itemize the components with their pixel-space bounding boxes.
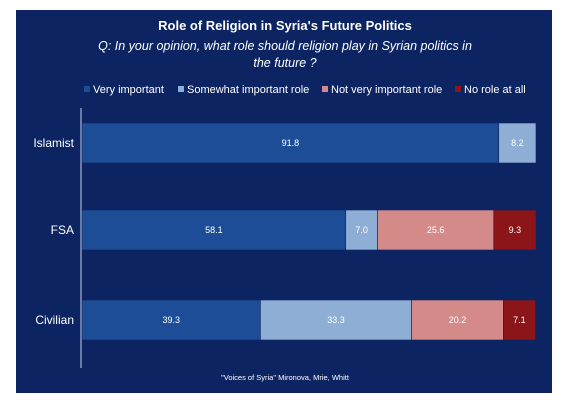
chart-subtitle-line-1: Q: In your opinion, what role should rel… (98, 39, 472, 53)
chart-subtitle-line-2: the future ? (253, 56, 316, 70)
legend-label-not-very-important-role: Not very important role (331, 84, 442, 96)
data-label-fsa-no-role-at-all: 9.3 (509, 225, 522, 235)
data-label-civilian-somewhat-important-role: 33.3 (327, 315, 345, 325)
legend-swatch-very-important (84, 86, 90, 92)
chart-title: Role of Religion in Syria's Future Polit… (158, 18, 412, 33)
legend-label-no-role-at-all: No role at all (464, 84, 526, 96)
legend: Very important Somewhat important role Not… (84, 84, 526, 96)
bar-islamist-somewhat-important-role (498, 122, 537, 164)
category-label-civilian: Civilian (35, 313, 74, 327)
bar-fsa-somewhat-important-role (345, 209, 378, 251)
category-label-fsa: FSA (51, 223, 74, 237)
data-label-fsa-very-important: 58.1 (205, 225, 223, 235)
bar-civilian-not-very-important-role (411, 299, 504, 341)
data-label-civilian-very-important: 39.3 (162, 315, 180, 325)
bar-fsa-not-very-important-role (377, 209, 495, 251)
category-label-islamist: Islamist (33, 136, 74, 150)
legend-swatch-not-very-important-role (322, 86, 328, 92)
data-label-civilian-not-very-important-role: 20.2 (449, 315, 467, 325)
data-label-islamist-very-important: 91.8 (282, 138, 300, 148)
data-label-fsa-somewhat-important-role: 7.0 (355, 225, 368, 235)
bar-civilian-very-important (81, 299, 261, 341)
legend-swatch-somewhat-important-role (178, 86, 184, 92)
legend-swatch-no-role-at-all (455, 86, 461, 92)
data-label-islamist-somewhat-important-role: 8.2 (511, 138, 524, 148)
bar-fsa-very-important (81, 209, 347, 251)
bars-group: Islamist 91.8 8.2 FSA 58.1 7.0 25.6 9.3 Civilian… (33, 122, 537, 341)
legend-label-somewhat-important-role: Somewhat important role (187, 84, 309, 96)
bar-civilian-no-role-at-all (503, 299, 536, 341)
data-label-civilian-no-role-at-all: 7.1 (513, 315, 526, 325)
bar-fsa-no-role-at-all (493, 209, 537, 251)
source-note: "Voices of Syria" Mironova, Mrie, Whitt (221, 373, 350, 382)
data-label-fsa-not-very-important-role: 25.6 (427, 225, 445, 235)
bar-islamist-very-important (81, 122, 500, 164)
legend-label-very-important: Very important (93, 84, 164, 96)
